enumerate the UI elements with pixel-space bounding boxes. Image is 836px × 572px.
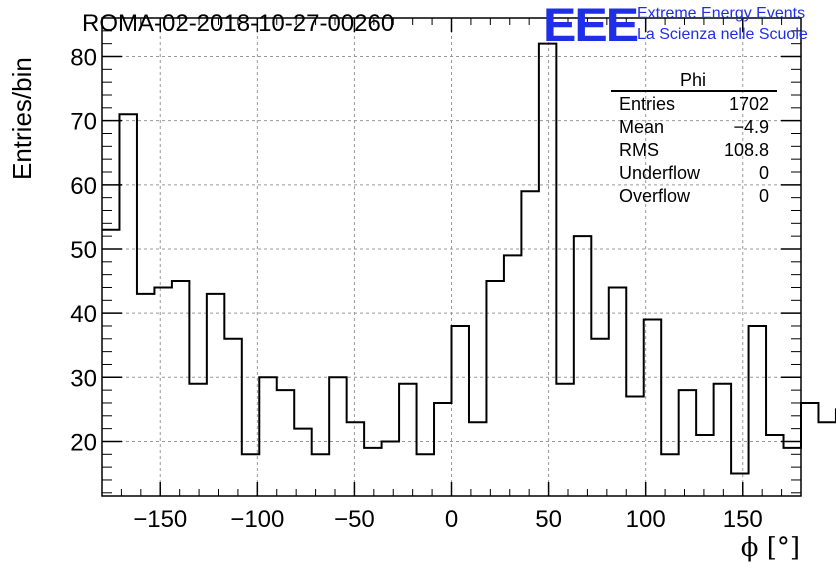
stats-row-value: 0 bbox=[759, 186, 769, 206]
logo-caption: Extreme Energy Events La Scienza nelle S… bbox=[637, 3, 808, 45]
logo-caption-line2: La Scienza nelle Scuole bbox=[637, 26, 808, 43]
grid bbox=[102, 18, 801, 496]
x-tick-label: −50 bbox=[334, 506, 375, 533]
stats-row-label: Mean bbox=[619, 117, 664, 137]
x-tick-label: −100 bbox=[230, 506, 284, 533]
stats-row-value: −4.9 bbox=[733, 117, 769, 137]
y-axis-label: Entries/bin bbox=[7, 57, 37, 180]
x-tick-label: 0 bbox=[445, 506, 458, 533]
stats-row-label: Entries bbox=[619, 94, 675, 114]
stats-box-title: Phi bbox=[680, 70, 706, 90]
stats-row-value: 108.8 bbox=[724, 140, 769, 160]
x-axis-label: ϕ [°] bbox=[741, 533, 800, 563]
y-tick-label: 30 bbox=[70, 365, 97, 392]
stats-row-value: 0 bbox=[759, 163, 769, 183]
x-tick-label: −150 bbox=[133, 506, 187, 533]
tick-labels: −150 −100 −50 0 50 100 150 20 30 40 50 60 70 80 bbox=[70, 44, 762, 533]
stats-row-label: Underflow bbox=[619, 163, 701, 183]
chart-title: ROMA-02-2018-10-27-00260 bbox=[82, 10, 395, 37]
y-tick-label: 40 bbox=[70, 301, 97, 328]
eee-logo: EEE bbox=[543, 0, 639, 52]
x-tick-label: 150 bbox=[723, 506, 763, 533]
axis-ticks bbox=[101, 17, 802, 496]
y-tick-label: 20 bbox=[70, 429, 97, 456]
histogram-line bbox=[102, 42, 836, 475]
y-tick-label: 50 bbox=[70, 237, 97, 264]
stats-row-value: 1702 bbox=[729, 94, 769, 114]
logo-caption-line1: Extreme Energy Events bbox=[637, 5, 806, 22]
x-tick-label: 50 bbox=[535, 506, 562, 533]
stats-box: Phi Entries 1702 Mean −4.9 RMS 108.8 Underflow… bbox=[611, 70, 777, 206]
stats-row-label: RMS bbox=[619, 140, 659, 160]
y-tick-label: 60 bbox=[70, 173, 97, 200]
y-tick-label: 80 bbox=[70, 44, 97, 71]
x-tick-label: 100 bbox=[626, 506, 666, 533]
y-tick-label: 70 bbox=[70, 109, 97, 136]
stats-row-label: Overflow bbox=[619, 186, 691, 206]
